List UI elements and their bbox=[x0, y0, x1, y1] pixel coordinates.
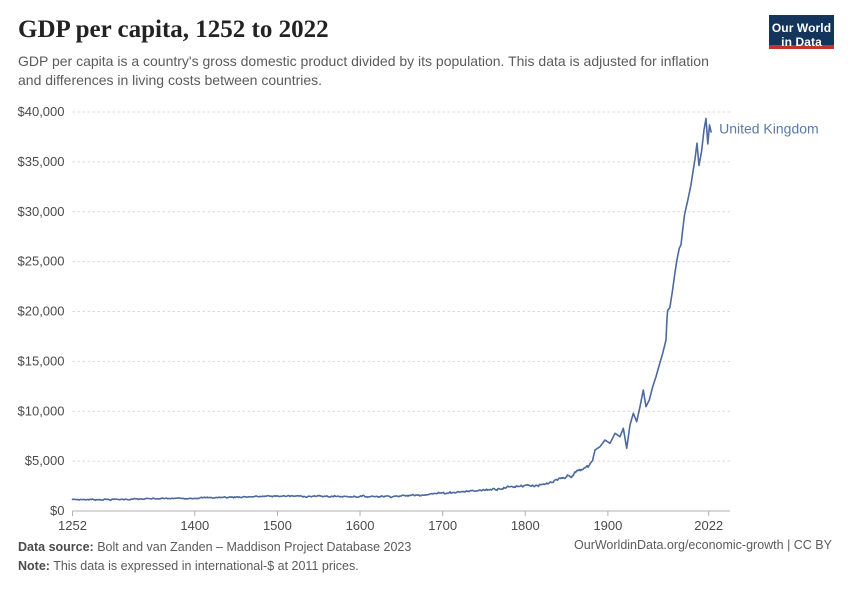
svg-text:1900: 1900 bbox=[593, 518, 622, 533]
svg-text:2022: 2022 bbox=[694, 518, 723, 533]
svg-text:$0: $0 bbox=[50, 503, 64, 518]
svg-text:1800: 1800 bbox=[511, 518, 540, 533]
svg-text:$5,000: $5,000 bbox=[25, 453, 65, 468]
svg-text:1252: 1252 bbox=[58, 518, 87, 533]
svg-text:$25,000: $25,000 bbox=[18, 254, 65, 269]
svg-text:$35,000: $35,000 bbox=[18, 154, 65, 169]
svg-text:$15,000: $15,000 bbox=[18, 353, 65, 368]
svg-text:1700: 1700 bbox=[428, 518, 457, 533]
svg-text:United Kingdom: United Kingdom bbox=[719, 120, 819, 136]
svg-text:1400: 1400 bbox=[180, 518, 209, 533]
svg-text:$30,000: $30,000 bbox=[18, 204, 65, 219]
svg-text:$20,000: $20,000 bbox=[18, 304, 65, 319]
svg-text:$10,000: $10,000 bbox=[18, 403, 65, 418]
svg-text:1600: 1600 bbox=[346, 518, 375, 533]
svg-text:1500: 1500 bbox=[263, 518, 292, 533]
svg-text:$40,000: $40,000 bbox=[18, 104, 65, 119]
